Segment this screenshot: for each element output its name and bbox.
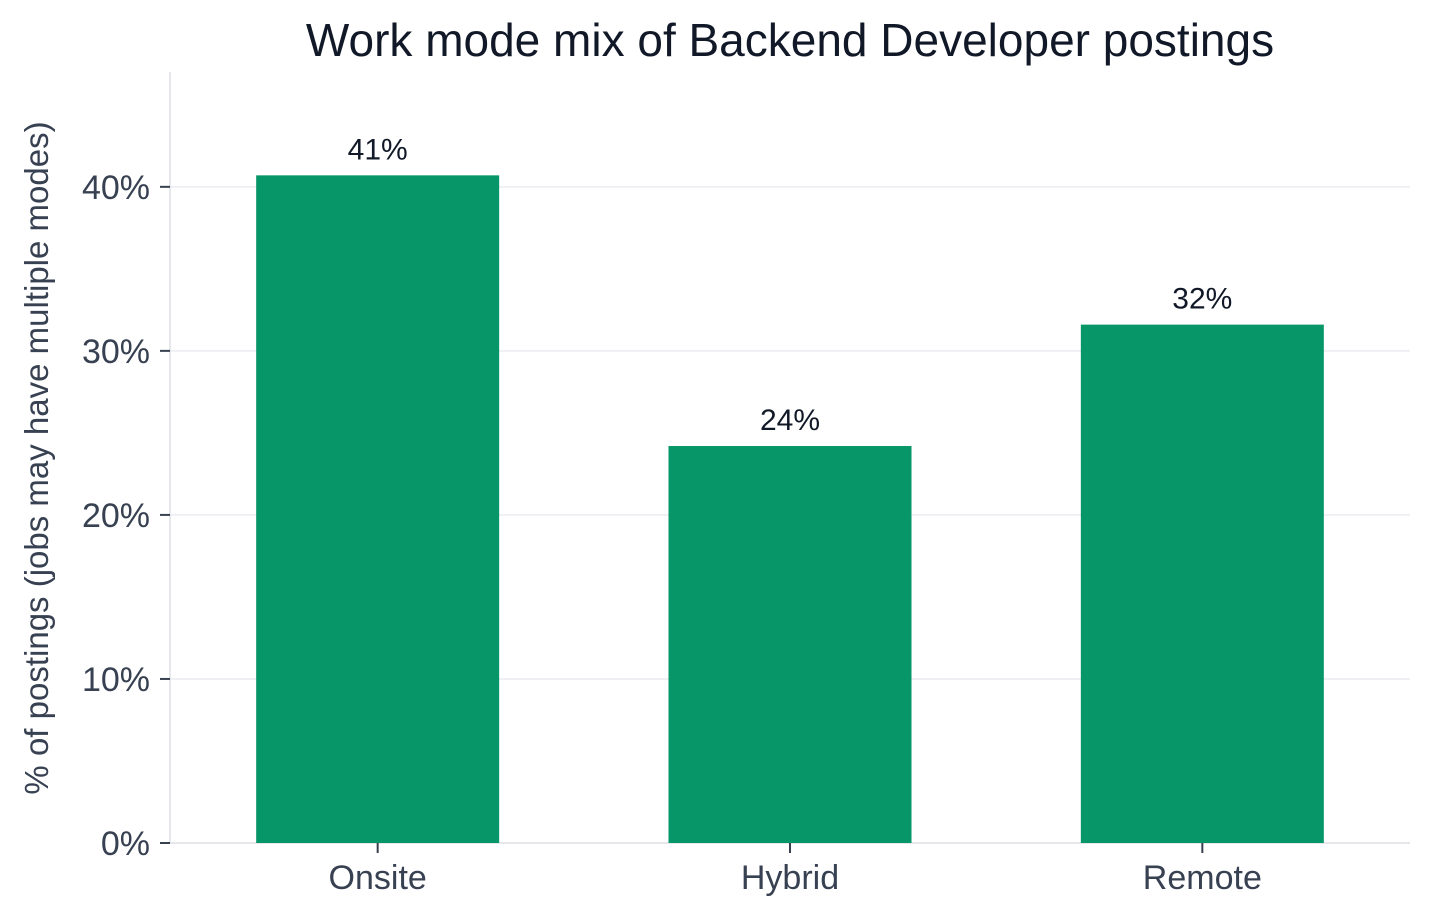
y-ticks: 0% 10% 20% 30% 40% bbox=[82, 169, 170, 863]
value-labels: 41% 24% 32% bbox=[348, 133, 1233, 437]
value-label-hybrid: 24% bbox=[760, 404, 820, 437]
chart-title: Work mode mix of Backend Developer posti… bbox=[306, 14, 1274, 66]
y-tick-label: 40% bbox=[82, 169, 150, 207]
y-tick-label: 30% bbox=[82, 333, 150, 371]
y-tick-label: 20% bbox=[82, 497, 150, 535]
bar-onsite bbox=[256, 175, 500, 843]
x-tick-label-onsite: Onsite bbox=[329, 859, 427, 897]
y-tick-label: 10% bbox=[82, 661, 150, 699]
x-tick-label-remote: Remote bbox=[1143, 859, 1262, 897]
y-tick-label: 0% bbox=[101, 825, 150, 863]
bar-remote bbox=[1080, 324, 1324, 844]
x-ticks: Onsite Hybrid Remote bbox=[329, 843, 1262, 897]
y-axis-label: % of postings (jobs may have multiple mo… bbox=[18, 121, 55, 794]
value-label-onsite: 41% bbox=[348, 133, 408, 166]
bar-hybrid bbox=[668, 446, 912, 843]
x-tick-label-hybrid: Hybrid bbox=[741, 859, 839, 897]
value-label-remote: 32% bbox=[1172, 283, 1232, 316]
bars bbox=[256, 175, 1324, 844]
